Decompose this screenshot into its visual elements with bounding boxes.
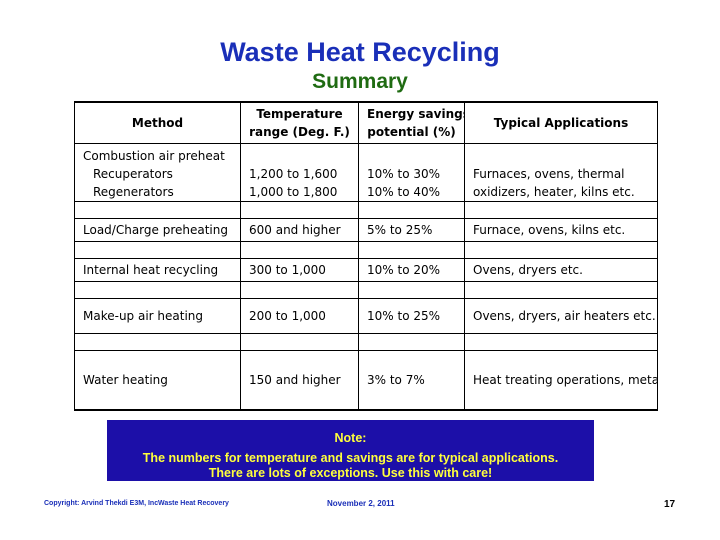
cell-temperature: 1,200 to 1,600 bbox=[240, 165, 359, 183]
header-temperature: Temperature range (Deg. F.) bbox=[240, 102, 359, 144]
header-temperature-line2: range (Deg. F.) bbox=[249, 125, 350, 139]
table-row: Make-up air heating 200 to 1,000 10% to … bbox=[74, 298, 658, 334]
cell-savings: 10% to 30% bbox=[358, 165, 465, 183]
separator-row bbox=[74, 333, 658, 351]
row-label-combustion: Combustion air preheat bbox=[74, 143, 241, 165]
cell-applications: Ovens, dryers etc. bbox=[464, 258, 658, 282]
cell-method: Make-up air heating bbox=[74, 298, 241, 334]
footer-copyright: Copyright: Arvind Thekdi E3M, Inc bbox=[44, 500, 159, 507]
cell-temperature: 300 to 1,000 bbox=[240, 258, 359, 282]
cell-savings: 3% to 7% bbox=[358, 350, 465, 410]
cell-applications: Furnace, ovens, kilns etc. bbox=[464, 218, 658, 242]
separator-row bbox=[74, 241, 658, 259]
footer-topic: Waste Heat Recovery bbox=[158, 500, 229, 507]
cell-temperature: 1,000 to 1,800 bbox=[240, 183, 359, 202]
page-number: 17 bbox=[664, 499, 676, 510]
note-heading: Note: bbox=[334, 431, 367, 445]
slide-title: Waste Heat Recycling bbox=[220, 37, 500, 67]
slide-subtitle: Summary bbox=[312, 70, 408, 93]
header-applications: Typical Applications bbox=[464, 102, 658, 144]
header-method: Method bbox=[74, 102, 241, 144]
header-energy-line2: potential (%) bbox=[367, 125, 456, 139]
separator-row bbox=[74, 281, 658, 299]
cell-temperature: 150 and higher bbox=[240, 350, 359, 410]
header-energy-savings: Energy savings potential (%) bbox=[358, 102, 465, 144]
cell-applications: Ovens, dryers, air heaters etc. bbox=[464, 298, 658, 334]
note-line-2: There are lots of exceptions. Use this w… bbox=[208, 466, 493, 480]
cell-savings: 10% to 20% bbox=[358, 258, 465, 282]
table-row: Combustion air preheat bbox=[74, 143, 658, 165]
cell-method: Load/Charge preheating bbox=[74, 218, 241, 242]
table-row: Recuperators 1,200 to 1,600 10% to 30% F… bbox=[74, 165, 658, 183]
cell-method: Internal heat recycling bbox=[74, 258, 241, 282]
cell-temperature: 200 to 1,000 bbox=[240, 298, 359, 334]
cell-applications: oxidizers, heater, kilns etc. bbox=[464, 183, 658, 202]
header-temperature-line1: Temperature bbox=[256, 107, 343, 121]
table-row: Water heating 150 and higher 3% to 7% He… bbox=[74, 350, 658, 410]
summary-table: Method Temperature range (Deg. F.) Energ… bbox=[74, 101, 658, 411]
header-row: Method Temperature range (Deg. F.) Energ… bbox=[74, 102, 658, 144]
cell-method: Recuperators bbox=[74, 165, 241, 183]
cell-savings: 5% to 25% bbox=[358, 218, 465, 242]
cell-savings: 10% to 40% bbox=[358, 183, 465, 202]
cell-applications: Furnaces, ovens, thermal bbox=[464, 165, 658, 183]
cell-savings: 10% to 25% bbox=[358, 298, 465, 334]
cell-applications: Heat treating operations, metal coating,… bbox=[464, 350, 658, 410]
separator-row bbox=[74, 201, 658, 219]
header-energy-line1: Energy savings bbox=[367, 107, 465, 121]
table-row: Load/Charge preheating 600 and higher 5%… bbox=[74, 218, 658, 242]
cell-method: Regenerators bbox=[74, 183, 241, 202]
cell-temperature: 600 and higher bbox=[240, 218, 359, 242]
note-box: Note: The numbers for temperature and sa… bbox=[107, 420, 594, 481]
table-row: Internal heat recycling 300 to 1,000 10%… bbox=[74, 258, 658, 282]
cell-method: Water heating bbox=[74, 350, 241, 410]
table-row: Regenerators 1,000 to 1,800 10% to 40% o… bbox=[74, 183, 658, 202]
note-line-1: The numbers for temperature and savings … bbox=[142, 450, 559, 465]
footer-date: November 2, 2011 bbox=[327, 499, 395, 508]
